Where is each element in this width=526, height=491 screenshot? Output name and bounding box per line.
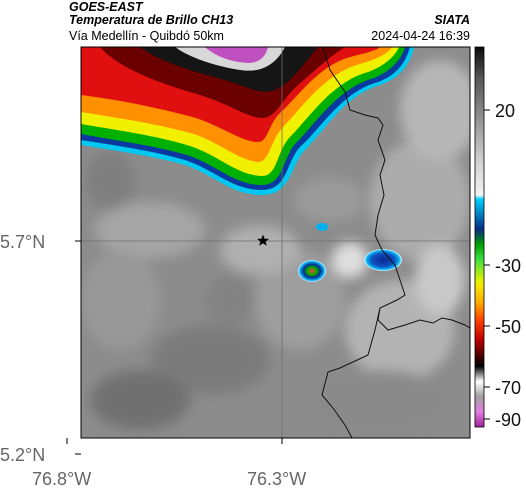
- axis-ticks: [66, 240, 283, 455]
- satellite-imagery: [81, 47, 470, 438]
- colorbar-label: -90: [495, 410, 521, 430]
- colorbar-label: 20: [495, 101, 515, 121]
- colorbar-ticks: [484, 109, 490, 420]
- timestamp-label: 2024-04-24 16:39: [371, 29, 470, 43]
- lon-tick-label: 76.3°W: [247, 469, 306, 489]
- map-frame: [80, 46, 471, 439]
- colorbar: [474, 46, 485, 428]
- colorbar-label: -30: [495, 256, 521, 276]
- colorbar-label: -70: [495, 378, 521, 398]
- satellite-title: GOES-EAST: [69, 0, 143, 14]
- boundary-line: [321, 47, 470, 438]
- colorbar-label: -50: [495, 317, 521, 337]
- convective-cell: [316, 223, 328, 231]
- lat-tick-label: 5.7°N: [0, 232, 45, 252]
- star-icon: [257, 234, 269, 246]
- convective-cell: [364, 249, 402, 271]
- organization-label: SIATA: [434, 13, 470, 27]
- product-title: Temperatura de Brillo CH13: [69, 13, 234, 27]
- lon-tick-label: 76.8°W: [32, 469, 91, 489]
- lat-tick-label: 5.2°N: [0, 445, 45, 465]
- convective-cell: [298, 260, 326, 282]
- area-subtitle: Vía Medellín - Quibdó 50km: [69, 29, 224, 43]
